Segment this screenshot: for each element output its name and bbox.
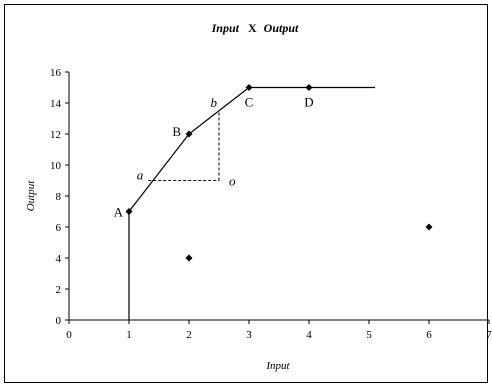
- x-tick-label: 4: [306, 329, 312, 341]
- guide-label-a: a: [137, 168, 144, 183]
- y-tick-label: 14: [50, 98, 62, 110]
- x-tick-label: 7: [486, 329, 492, 341]
- data-point-marker: [125, 208, 133, 215]
- title-part-2: X: [248, 21, 257, 35]
- chart-title: Input X Output: [211, 21, 299, 35]
- data-point-marker: [185, 254, 193, 262]
- y-tick-label: 6: [56, 222, 62, 234]
- data-point-marker: [185, 130, 193, 138]
- point-label-A: A: [114, 205, 124, 220]
- x-tick-label: 3: [246, 329, 252, 341]
- y-tick-label: 4: [56, 253, 62, 265]
- title-part-1: Input: [211, 21, 240, 35]
- y-tick-label: 10: [50, 160, 62, 172]
- x-tick-label: 2: [186, 329, 192, 341]
- y-tick-label: 8: [56, 191, 62, 203]
- data-points: [125, 84, 433, 262]
- point-label-B: B: [172, 124, 181, 139]
- dashed-guides: [148, 110, 220, 181]
- x-tick-label: 1: [126, 329, 132, 341]
- data-point-marker: [425, 223, 433, 231]
- x-tick-label: 0: [66, 329, 72, 341]
- point-label-C: C: [245, 95, 254, 110]
- y-tick-label: 0: [56, 315, 62, 327]
- point-labels: A B C Do a b: [114, 95, 314, 220]
- y-tick-label: 16: [50, 67, 62, 79]
- title-part-3: Output: [264, 21, 299, 35]
- x-tick-label: 6: [426, 329, 432, 341]
- y-tick-label: 12: [50, 129, 61, 141]
- chart-border: [4, 4, 488, 383]
- guide-label-b: b: [211, 95, 218, 110]
- x-tick-label: 5: [366, 329, 372, 341]
- y-tick-label: 2: [56, 284, 62, 296]
- y-axis-label: Output: [25, 180, 37, 212]
- point-label-o: o: [229, 174, 236, 189]
- data-point-marker: [305, 84, 313, 91]
- point-label-D: D: [304, 95, 313, 110]
- x-axis-label: Input: [265, 360, 290, 372]
- data-point-marker: [245, 84, 253, 91]
